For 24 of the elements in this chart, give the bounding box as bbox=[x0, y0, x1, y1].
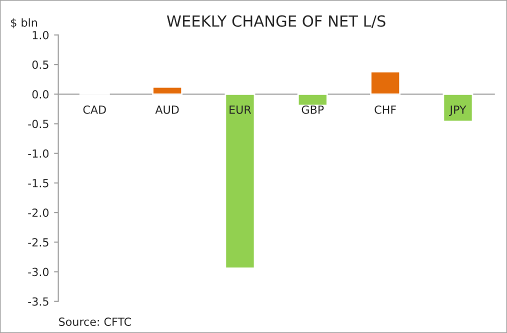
x-tick-label: GBP bbox=[302, 105, 324, 114]
bar bbox=[297, 93, 328, 106]
source-note: Source: CFTC bbox=[59, 318, 131, 326]
bar bbox=[442, 93, 474, 122]
y-tick-label: 0.5 bbox=[32, 60, 48, 69]
y-tick-label: -1.5 bbox=[28, 179, 48, 188]
y-axis-title: $ bln bbox=[11, 18, 37, 28]
y-tick-label: -3.0 bbox=[28, 268, 49, 276]
y-tick-label: -2.5 bbox=[28, 238, 48, 247]
y-tick-label: -0.5 bbox=[28, 120, 48, 128]
bar bbox=[224, 93, 256, 269]
y-tick-label: -3.5 bbox=[28, 297, 48, 306]
y-tick-label: 1.0 bbox=[32, 30, 49, 40]
bar bbox=[370, 70, 401, 95]
bar bbox=[152, 86, 183, 95]
x-tick-label: CHF bbox=[374, 105, 396, 114]
chart-title: WEEKLY CHANGE OF NET L/S bbox=[166, 15, 386, 28]
y-tick-label: 0.0 bbox=[32, 90, 49, 99]
y-tick-label: -2.0 bbox=[28, 208, 49, 217]
y-tick-label: -1.0 bbox=[28, 149, 49, 158]
x-tick-label: AUD bbox=[155, 106, 179, 114]
x-tick-label: CAD bbox=[83, 105, 106, 114]
x-tick-label: EUR bbox=[230, 106, 252, 114]
x-tick-label: JPY bbox=[449, 106, 466, 116]
